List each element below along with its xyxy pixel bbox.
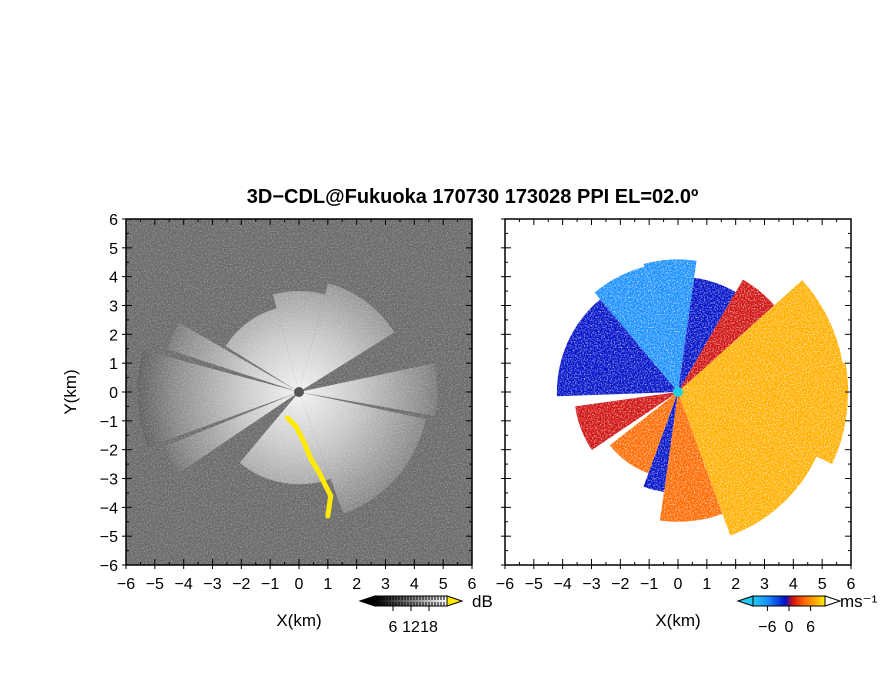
intensity-x-axis-label: X(km) — [276, 611, 321, 630]
x-tick-label: −6 — [496, 576, 514, 593]
intensity-colorbar: 6 12 18 dB — [358, 592, 493, 636]
saturated-echo-band — [285, 415, 334, 519]
colorbar-tick-label: 6 — [389, 619, 398, 636]
y-tick-label: −5 — [100, 529, 118, 546]
x-tick-label: 1 — [323, 576, 332, 593]
y-tick-label: −6 — [100, 558, 118, 575]
x-tick-label: −5 — [525, 576, 543, 593]
intensity-y-tick-labels: 6 5 4 3 2 1 0 −1 −2 −3 −4 −5 −6 — [100, 212, 118, 575]
velocity-colorbar: −6 0 6 ms⁻¹ — [736, 592, 878, 636]
x-tick-label: −5 — [146, 576, 164, 593]
velocity-colorbar-over-arrow — [824, 595, 842, 607]
x-tick-label: −6 — [117, 576, 135, 593]
velocity-colorbar-unit: ms⁻¹ — [840, 592, 878, 611]
x-tick-label: 1 — [702, 576, 711, 593]
colorbar-tick-label: 6 — [806, 619, 815, 636]
velocity-colorbar-under-arrow — [736, 595, 754, 607]
x-tick-label: −1 — [261, 576, 279, 593]
y-tick-label: 6 — [109, 212, 118, 229]
y-tick-label: −2 — [100, 443, 118, 460]
x-tick-label: 3 — [381, 576, 390, 593]
intensity-axis-ticks — [122, 218, 473, 569]
velocity-x-axis-label: X(km) — [655, 611, 700, 630]
colorbar-under-arrow — [358, 595, 376, 607]
y-tick-label: −1 — [100, 414, 118, 431]
velocity-panel: −6 −5 −4 −3 −2 −1 0 1 2 3 4 5 6 X(km) — [496, 218, 856, 630]
x-tick-label: −3 — [582, 576, 600, 593]
colorbar-tick-label: −6 — [758, 619, 776, 636]
intensity-panel: −6 −5 −4 −3 −2 −1 0 1 2 3 4 5 6 6543210−1−2−3−4−5−6 … — [61, 212, 477, 630]
colorbar-tick-label: 0 — [785, 619, 794, 636]
x-tick-label: −3 — [203, 576, 221, 593]
y-tick-label: −4 — [100, 500, 118, 517]
colorbar-tick-label: 18 — [420, 619, 438, 636]
y-tick-label: 4 — [109, 270, 118, 287]
y-tick-label: 5 — [109, 241, 118, 258]
x-tick-label: 4 — [789, 576, 798, 593]
x-tick-label: −4 — [175, 576, 193, 593]
intensity-y-axis-label: Y(km) — [61, 369, 80, 414]
intensity-echo-sectors — [126, 219, 472, 565]
velocity-axis-ticks — [501, 218, 852, 569]
x-tick-label: 6 — [468, 576, 477, 593]
velocity-sectors — [505, 219, 851, 565]
x-tick-label: 0 — [674, 576, 683, 593]
colorbar-tick-label: 12 — [402, 619, 420, 636]
lidar-origin-marker — [294, 387, 304, 397]
x-tick-label: −2 — [232, 576, 250, 593]
x-tick-label: −1 — [640, 576, 658, 593]
velocity-x-tick-labels: −6 −5 −4 −3 −2 −1 0 1 2 3 4 5 6 — [496, 576, 856, 593]
velocity-colorbar-tick-marks: −6 0 6 — [758, 606, 815, 636]
x-tick-label: −4 — [554, 576, 572, 593]
velocity-colorbar-scale — [752, 595, 826, 607]
x-tick-label: 5 — [439, 576, 448, 593]
x-tick-label: 2 — [352, 576, 361, 593]
chart-title: 3D−CDL@Fukuoka 170730 173028 PPI EL=02.0… — [246, 186, 699, 208]
x-tick-label: 2 — [731, 576, 740, 593]
x-tick-label: 0 — [295, 576, 304, 593]
y-tick-label: 0 — [109, 385, 118, 402]
x-tick-label: 5 — [818, 576, 827, 593]
y-tick-label: −3 — [100, 472, 118, 489]
y-tick-label: 2 — [109, 327, 118, 344]
x-tick-label: 3 — [760, 576, 769, 593]
colorbar-unit: dB — [472, 592, 493, 611]
y-tick-label: 3 — [109, 299, 118, 316]
x-tick-label: 4 — [410, 576, 419, 593]
x-tick-label: 6 — [847, 576, 856, 593]
intensity-x-tick-labels: −6 −5 −4 −3 −2 −1 0 1 2 3 4 5 6 — [117, 576, 477, 593]
colorbar-over-arrow — [446, 595, 464, 607]
colorbar-tick-marks: 6 12 18 — [377, 596, 445, 636]
lidar-origin-marker — [673, 387, 683, 397]
y-tick-label: 1 — [109, 356, 118, 373]
x-tick-label: −2 — [611, 576, 629, 593]
